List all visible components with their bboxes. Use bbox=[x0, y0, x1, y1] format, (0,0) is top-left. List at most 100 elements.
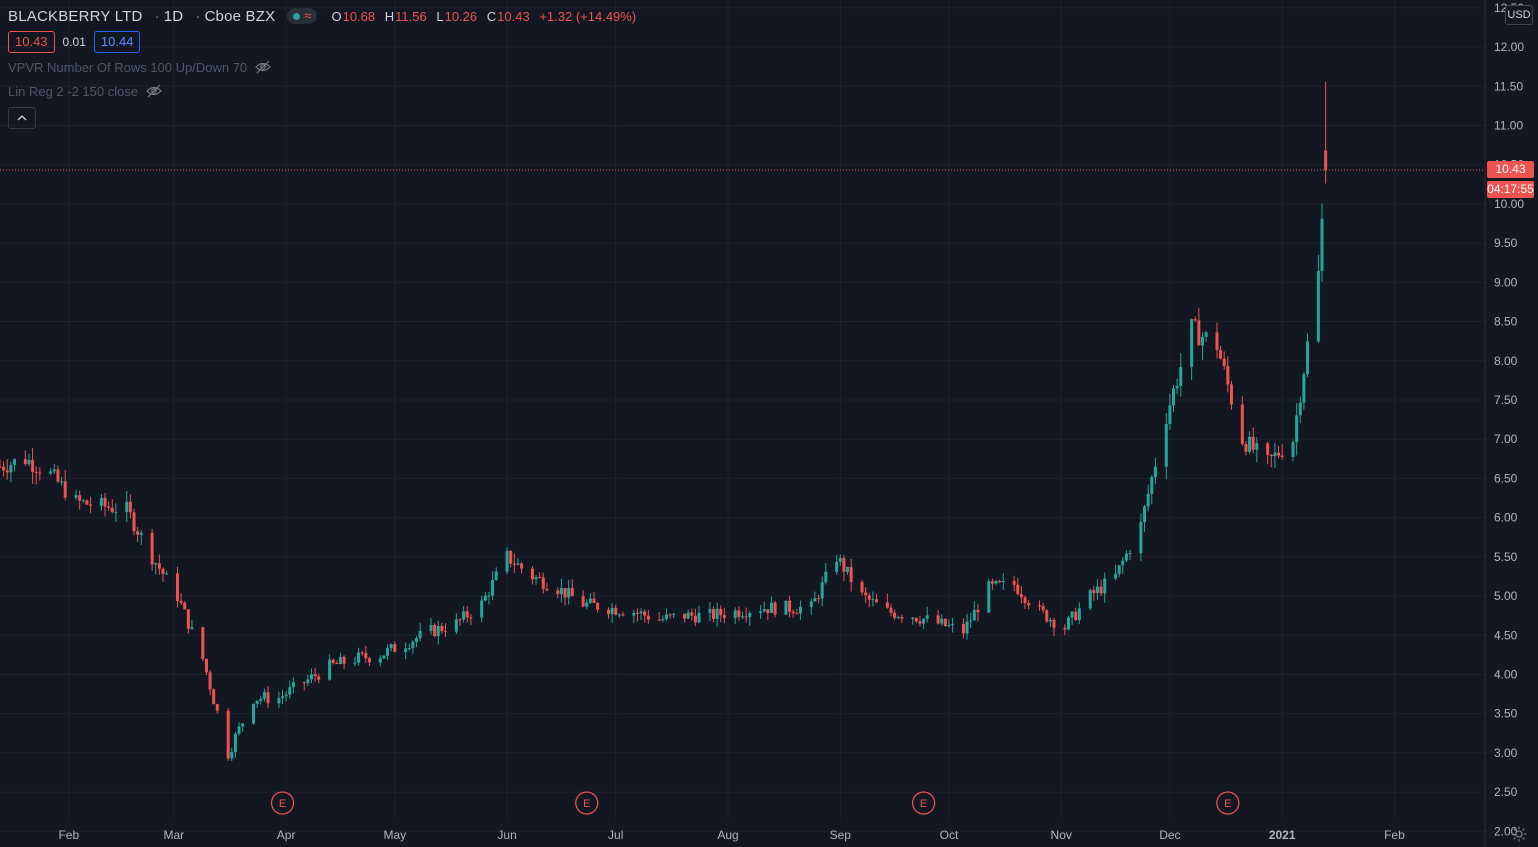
candle bbox=[563, 587, 567, 606]
candle bbox=[820, 576, 824, 606]
candle bbox=[1306, 333, 1310, 378]
candle bbox=[538, 572, 542, 579]
candle bbox=[639, 608, 643, 621]
candle bbox=[1023, 595, 1027, 609]
candle bbox=[534, 574, 538, 586]
candle bbox=[610, 603, 614, 623]
candle bbox=[556, 587, 560, 599]
earnings-marker[interactable]: E bbox=[575, 791, 599, 815]
interval-label[interactable]: 1D bbox=[163, 7, 184, 25]
price-tick-label: 7.00 bbox=[1494, 432, 1518, 446]
candle bbox=[175, 566, 179, 608]
last-price-tag: 10.43 bbox=[1487, 161, 1534, 179]
candle bbox=[255, 700, 259, 709]
candle bbox=[632, 610, 636, 623]
candle bbox=[1324, 81, 1328, 184]
candle bbox=[34, 466, 38, 485]
hidden-eye-icon[interactable] bbox=[255, 59, 272, 75]
candle bbox=[1016, 577, 1020, 596]
candle bbox=[842, 554, 846, 582]
candle bbox=[748, 610, 752, 626]
candle bbox=[690, 608, 694, 621]
candle bbox=[741, 611, 744, 620]
candle bbox=[1244, 441, 1248, 456]
change-value: +1.32 (+14.49%) bbox=[539, 8, 637, 24]
candle bbox=[78, 490, 82, 510]
price-tick-label: 8.00 bbox=[1494, 354, 1518, 368]
candle bbox=[309, 668, 313, 684]
symbol-name[interactable]: BLACKBERRY LTD bbox=[8, 7, 143, 25]
candle bbox=[1048, 617, 1052, 627]
candle bbox=[1200, 332, 1204, 361]
earnings-marker[interactable]: E bbox=[1216, 791, 1240, 815]
earnings-marker[interactable]: E bbox=[911, 791, 936, 815]
candle bbox=[871, 591, 875, 607]
candle bbox=[1175, 378, 1179, 395]
candle bbox=[1012, 575, 1016, 592]
candle bbox=[1316, 254, 1320, 343]
ask-price-button[interactable]: 10.44 bbox=[93, 31, 141, 53]
candle bbox=[596, 601, 600, 613]
price-tick-label: 8.50 bbox=[1494, 315, 1518, 329]
candle bbox=[480, 595, 484, 623]
candle bbox=[12, 458, 16, 472]
candle bbox=[89, 496, 93, 514]
collapse-legend-button[interactable] bbox=[8, 107, 36, 129]
candle bbox=[494, 567, 498, 581]
candle bbox=[132, 508, 136, 536]
spread-value: 0.01 bbox=[62, 35, 86, 49]
indicator-vpvr[interactable]: VPVR Number Of Rows 100 Up/Down 70 bbox=[8, 57, 642, 77]
candle bbox=[885, 593, 889, 609]
candle bbox=[491, 571, 495, 600]
candle bbox=[74, 489, 78, 501]
candle bbox=[331, 658, 335, 665]
candle bbox=[809, 598, 813, 615]
price-axis[interactable]: 2.00 2.50 3.00 3.50 4.00 4.50 5.00 5.50 6.00 6.50… bbox=[1494, 1, 1524, 838]
market-status-pill[interactable]: ≈ bbox=[287, 8, 318, 24]
candle bbox=[867, 592, 871, 608]
price-tick-label: 6.50 bbox=[1494, 471, 1518, 485]
candle bbox=[165, 570, 169, 575]
candle bbox=[284, 691, 288, 702]
settings-gear-icon[interactable] bbox=[1510, 825, 1528, 843]
candle bbox=[940, 614, 944, 626]
candle bbox=[433, 623, 437, 638]
candle bbox=[1088, 588, 1092, 611]
candle bbox=[643, 609, 647, 623]
candle bbox=[458, 618, 462, 626]
hidden-eye-icon[interactable] bbox=[146, 83, 162, 99]
candle bbox=[1229, 380, 1233, 410]
candle bbox=[386, 644, 390, 661]
bid-price-button[interactable]: 10.43 bbox=[8, 31, 55, 53]
candle bbox=[1019, 586, 1023, 604]
candle bbox=[404, 642, 408, 660]
price-tick-label: 6.00 bbox=[1494, 511, 1518, 525]
candle bbox=[1251, 427, 1255, 454]
indicator-linreg[interactable]: Lin Reg 2 -2 150 close bbox=[8, 81, 642, 101]
candle bbox=[212, 688, 216, 705]
earnings-marker-label: E bbox=[1224, 798, 1231, 810]
candle bbox=[1052, 617, 1056, 637]
earnings-marker-label: E bbox=[920, 798, 927, 810]
candle bbox=[1197, 307, 1201, 346]
time-axis[interactable]: Feb Mar Apr May Jun Jul Aug Sep Oct Nov Dec 2021 Feb bbox=[58, 828, 1405, 842]
earnings-marker[interactable]: E bbox=[270, 791, 295, 815]
candle bbox=[60, 477, 64, 486]
chart-legend: BLACKBERRY LTD · 1D · Cboe BZX ≈ O10.68 … bbox=[8, 6, 642, 129]
candle bbox=[965, 613, 969, 640]
candle bbox=[1099, 579, 1103, 597]
candle bbox=[893, 609, 897, 621]
exchange-label[interactable]: Cboe BZX bbox=[204, 7, 276, 25]
candle bbox=[635, 608, 639, 622]
candle bbox=[85, 499, 89, 506]
candle bbox=[990, 578, 994, 590]
candle bbox=[683, 613, 687, 623]
candle bbox=[762, 601, 766, 613]
candle bbox=[1001, 573, 1005, 590]
candle bbox=[313, 667, 317, 682]
currency-button[interactable]: USD bbox=[1505, 5, 1533, 25]
candle bbox=[1164, 413, 1168, 480]
indicator-linreg-label: Lin Reg 2 -2 150 close bbox=[8, 83, 139, 99]
